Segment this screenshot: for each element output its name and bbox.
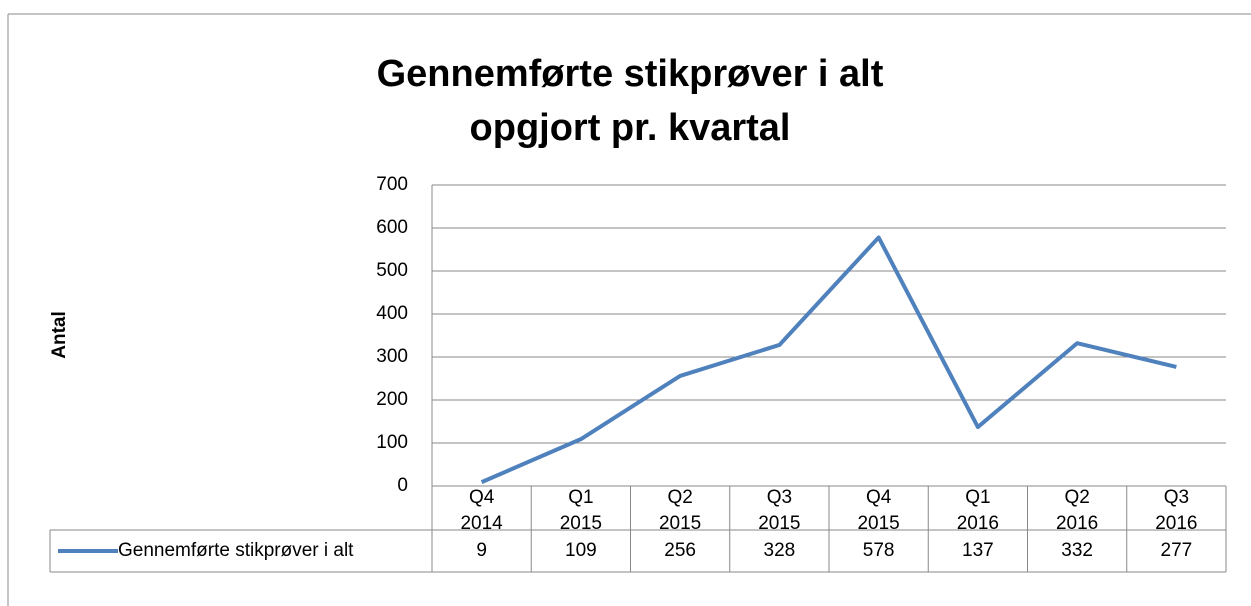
- y-tick-label: 700: [376, 174, 408, 195]
- y-tick-label: 500: [376, 260, 408, 281]
- x-tick-label: Q4: [469, 487, 495, 508]
- y-tick-label: 300: [376, 346, 408, 367]
- x-tick-label: 2014: [460, 513, 503, 534]
- x-tick-label: 2015: [560, 513, 602, 534]
- x-tick-label: Q3: [767, 487, 792, 508]
- table-value: 256: [664, 540, 696, 561]
- x-tick-label: Q2: [1064, 487, 1089, 508]
- x-tick-label: Q1: [965, 487, 990, 508]
- table-value: 578: [863, 540, 895, 561]
- x-tick-label: 2015: [659, 513, 701, 534]
- table-value: 277: [1161, 540, 1193, 561]
- y-tick-label: 200: [376, 389, 408, 410]
- x-tick-label: 2015: [758, 513, 800, 534]
- table-value: 332: [1061, 540, 1093, 561]
- x-tick-label: 2016: [957, 513, 999, 534]
- chart-title: opgjort pr. kvartal: [470, 107, 791, 149]
- y-tick-label: 0: [397, 475, 408, 496]
- y-axis-label: Antal: [49, 311, 70, 359]
- table-value: 9: [476, 540, 487, 561]
- x-tick-label: 2016: [1056, 513, 1098, 534]
- legend-label: Gennemførte stikprøver i alt: [118, 540, 354, 561]
- table-value: 109: [565, 540, 597, 561]
- table-value: 137: [962, 540, 994, 561]
- y-tick-label: 600: [376, 217, 408, 238]
- table-value: 328: [764, 540, 796, 561]
- chart-title: Gennemførte stikprøver i alt: [377, 53, 884, 95]
- x-tick-label: Q3: [1164, 487, 1189, 508]
- x-tick-label: Q1: [568, 487, 593, 508]
- x-tick-label: 2016: [1155, 513, 1197, 534]
- y-tick-label: 400: [376, 303, 408, 324]
- x-tick-label: Q4: [866, 487, 892, 508]
- y-tick-label: 100: [376, 432, 408, 453]
- x-tick-label: Q2: [667, 487, 692, 508]
- x-tick-label: 2015: [857, 513, 899, 534]
- series-line: [480, 235, 1177, 484]
